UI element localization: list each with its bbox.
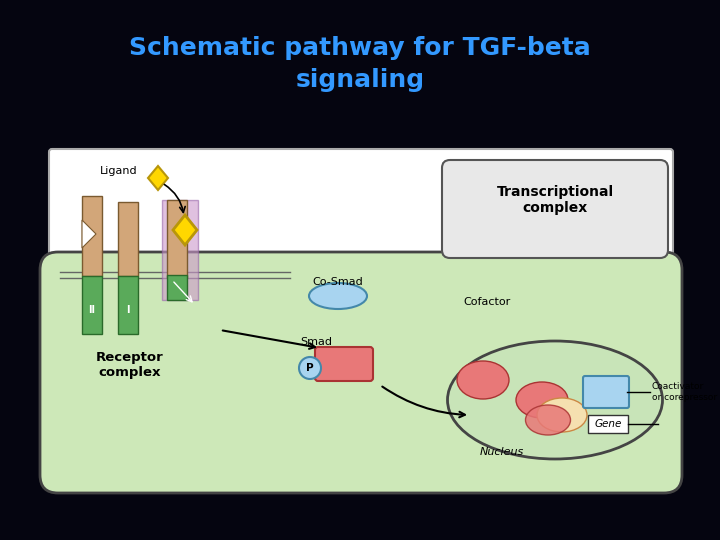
FancyBboxPatch shape (315, 347, 373, 381)
Bar (588, 415, 628, 433)
FancyBboxPatch shape (583, 376, 629, 408)
Bar (162, 200, 198, 300)
Text: Transcriptional
complex: Transcriptional complex (496, 185, 613, 215)
Text: II: II (89, 305, 96, 315)
Text: Smad: Smad (300, 337, 332, 347)
Text: Gene: Gene (594, 419, 621, 429)
Ellipse shape (516, 382, 568, 418)
Bar (167, 275, 187, 300)
Circle shape (299, 357, 321, 379)
Ellipse shape (537, 398, 587, 432)
Text: I: I (126, 305, 130, 315)
Ellipse shape (526, 405, 570, 435)
Text: P: P (306, 363, 314, 373)
Polygon shape (173, 215, 197, 245)
Ellipse shape (309, 283, 367, 309)
Text: Cofactor: Cofactor (464, 297, 510, 307)
Ellipse shape (457, 361, 509, 399)
FancyBboxPatch shape (49, 149, 673, 485)
Bar (118, 276, 138, 334)
Text: Schematic pathway for TGF-beta: Schematic pathway for TGF-beta (129, 36, 591, 60)
Polygon shape (148, 166, 168, 190)
Text: Coactivator
or corepressor: Coactivator or corepressor (652, 382, 717, 402)
FancyBboxPatch shape (40, 252, 682, 493)
Text: signaling: signaling (295, 68, 425, 92)
Text: Ligand: Ligand (100, 166, 138, 176)
Text: Receptor
complex: Receptor complex (96, 351, 164, 379)
Bar (167, 200, 187, 278)
Bar (82, 196, 102, 276)
Bar (82, 276, 102, 334)
Ellipse shape (448, 341, 662, 459)
Text: Co-Smad: Co-Smad (312, 277, 364, 287)
Bar (118, 202, 138, 276)
Polygon shape (82, 220, 96, 248)
Text: Nucleus: Nucleus (480, 447, 524, 457)
FancyBboxPatch shape (442, 160, 668, 258)
